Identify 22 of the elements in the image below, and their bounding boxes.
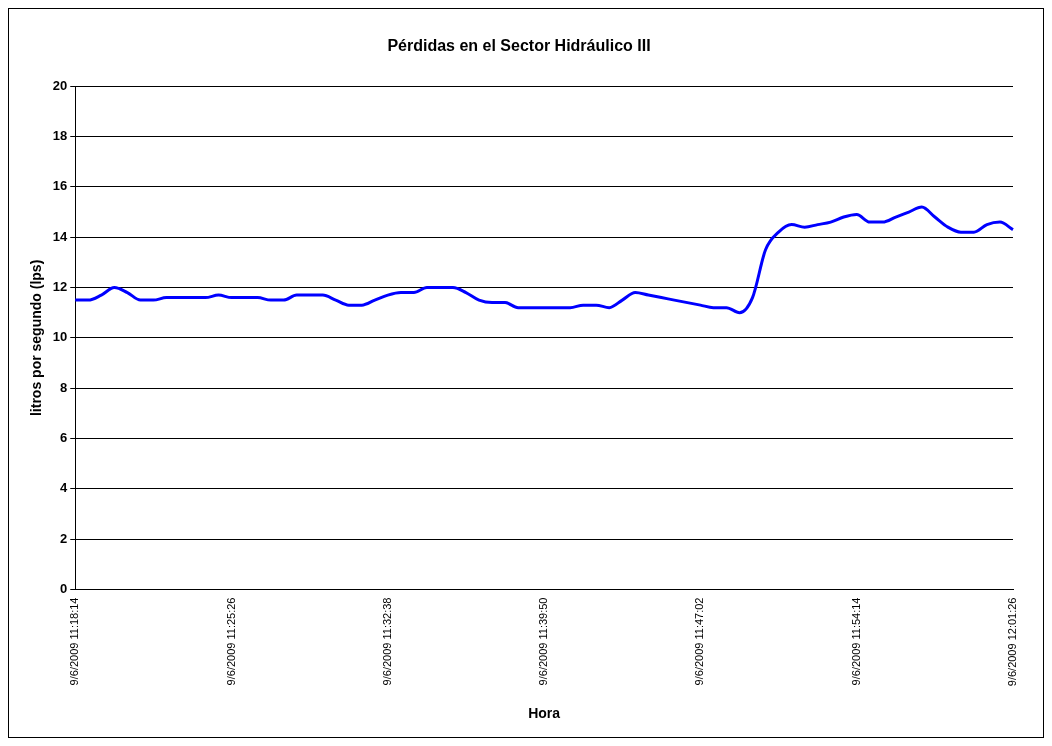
y-tick-label: 10 bbox=[52, 329, 68, 345]
x-tick-label: 9/6/2009 11:32:38 bbox=[380, 597, 393, 686]
y-tick-label: 2 bbox=[60, 530, 68, 546]
x-tick-label: 9/6/2009 11:18:14 bbox=[68, 597, 81, 686]
y-tick-label: 4 bbox=[60, 480, 69, 496]
y-tick-label: 0 bbox=[60, 581, 68, 597]
y-tick-label: 8 bbox=[60, 379, 68, 395]
x-tick-label: 9/6/2009 12:01:26 bbox=[1006, 597, 1019, 687]
y-tick-label: 6 bbox=[60, 430, 68, 446]
y-tick-label: 20 bbox=[52, 77, 68, 93]
chart-title: Pérdidas en el Sector Hidráulico III bbox=[387, 37, 651, 55]
x-axis-title: Hora bbox=[528, 705, 561, 722]
x-tick-label: 9/6/2009 11:47:02 bbox=[693, 597, 706, 686]
x-tick-label: 9/6/2009 11:54:14 bbox=[849, 597, 862, 686]
y-tick-label: 14 bbox=[52, 228, 69, 244]
y-tick-label: 12 bbox=[52, 279, 68, 295]
y-tick-label: 16 bbox=[52, 178, 68, 194]
y-tick-label: 18 bbox=[52, 128, 68, 144]
line-series bbox=[73, 205, 1015, 315]
x-tick-label: 9/6/2009 11:39:50 bbox=[537, 597, 550, 686]
y-axis-title: litros por segundo (lps) bbox=[28, 259, 45, 417]
x-tick-label: 9/6/2009 11:25:26 bbox=[224, 597, 237, 686]
